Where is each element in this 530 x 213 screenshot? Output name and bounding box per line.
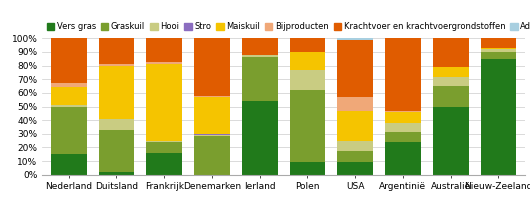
- Bar: [385, 38, 421, 111]
- Bar: [385, 111, 421, 112]
- Bar: [481, 52, 516, 59]
- Bar: [51, 38, 86, 83]
- Bar: [146, 64, 182, 141]
- Bar: [242, 101, 278, 175]
- Bar: [146, 153, 182, 175]
- Bar: [385, 112, 421, 123]
- Bar: [337, 38, 373, 40]
- Bar: [99, 38, 134, 64]
- Legend: Vers gras, Graskuil, Hooi, Stro, Maiskuil, Bijproducten, Krachtvoer en krachtvoe: Vers gras, Graskuil, Hooi, Stro, Maiskui…: [47, 22, 530, 32]
- Bar: [433, 86, 469, 106]
- Bar: [337, 141, 373, 151]
- Bar: [242, 58, 278, 101]
- Bar: [385, 142, 421, 175]
- Bar: [194, 134, 230, 135]
- Bar: [194, 96, 230, 97]
- Bar: [146, 38, 182, 62]
- Bar: [337, 151, 373, 162]
- Bar: [481, 38, 516, 48]
- Bar: [242, 55, 278, 58]
- Bar: [194, 137, 230, 175]
- Bar: [51, 154, 86, 175]
- Bar: [337, 162, 373, 175]
- Bar: [146, 142, 182, 153]
- Bar: [289, 38, 325, 52]
- Bar: [194, 97, 230, 134]
- Bar: [433, 106, 469, 175]
- Bar: [289, 52, 325, 70]
- Bar: [99, 172, 134, 175]
- Bar: [51, 105, 86, 106]
- Bar: [99, 66, 134, 119]
- Bar: [337, 97, 373, 111]
- Bar: [433, 38, 469, 67]
- Bar: [337, 111, 373, 141]
- Bar: [99, 119, 134, 130]
- Bar: [194, 38, 230, 96]
- Bar: [99, 64, 134, 66]
- Bar: [146, 141, 182, 142]
- Bar: [146, 62, 182, 64]
- Bar: [194, 135, 230, 137]
- Bar: [289, 70, 325, 90]
- Bar: [433, 67, 469, 76]
- Bar: [481, 59, 516, 175]
- Bar: [481, 49, 516, 52]
- Bar: [385, 132, 421, 142]
- Bar: [51, 83, 86, 87]
- Bar: [51, 87, 86, 105]
- Bar: [385, 123, 421, 132]
- Bar: [99, 130, 134, 172]
- Bar: [433, 76, 469, 86]
- Bar: [289, 90, 325, 162]
- Bar: [289, 162, 325, 175]
- Bar: [481, 48, 516, 49]
- Bar: [51, 106, 86, 154]
- Bar: [337, 40, 373, 97]
- Bar: [242, 38, 278, 55]
